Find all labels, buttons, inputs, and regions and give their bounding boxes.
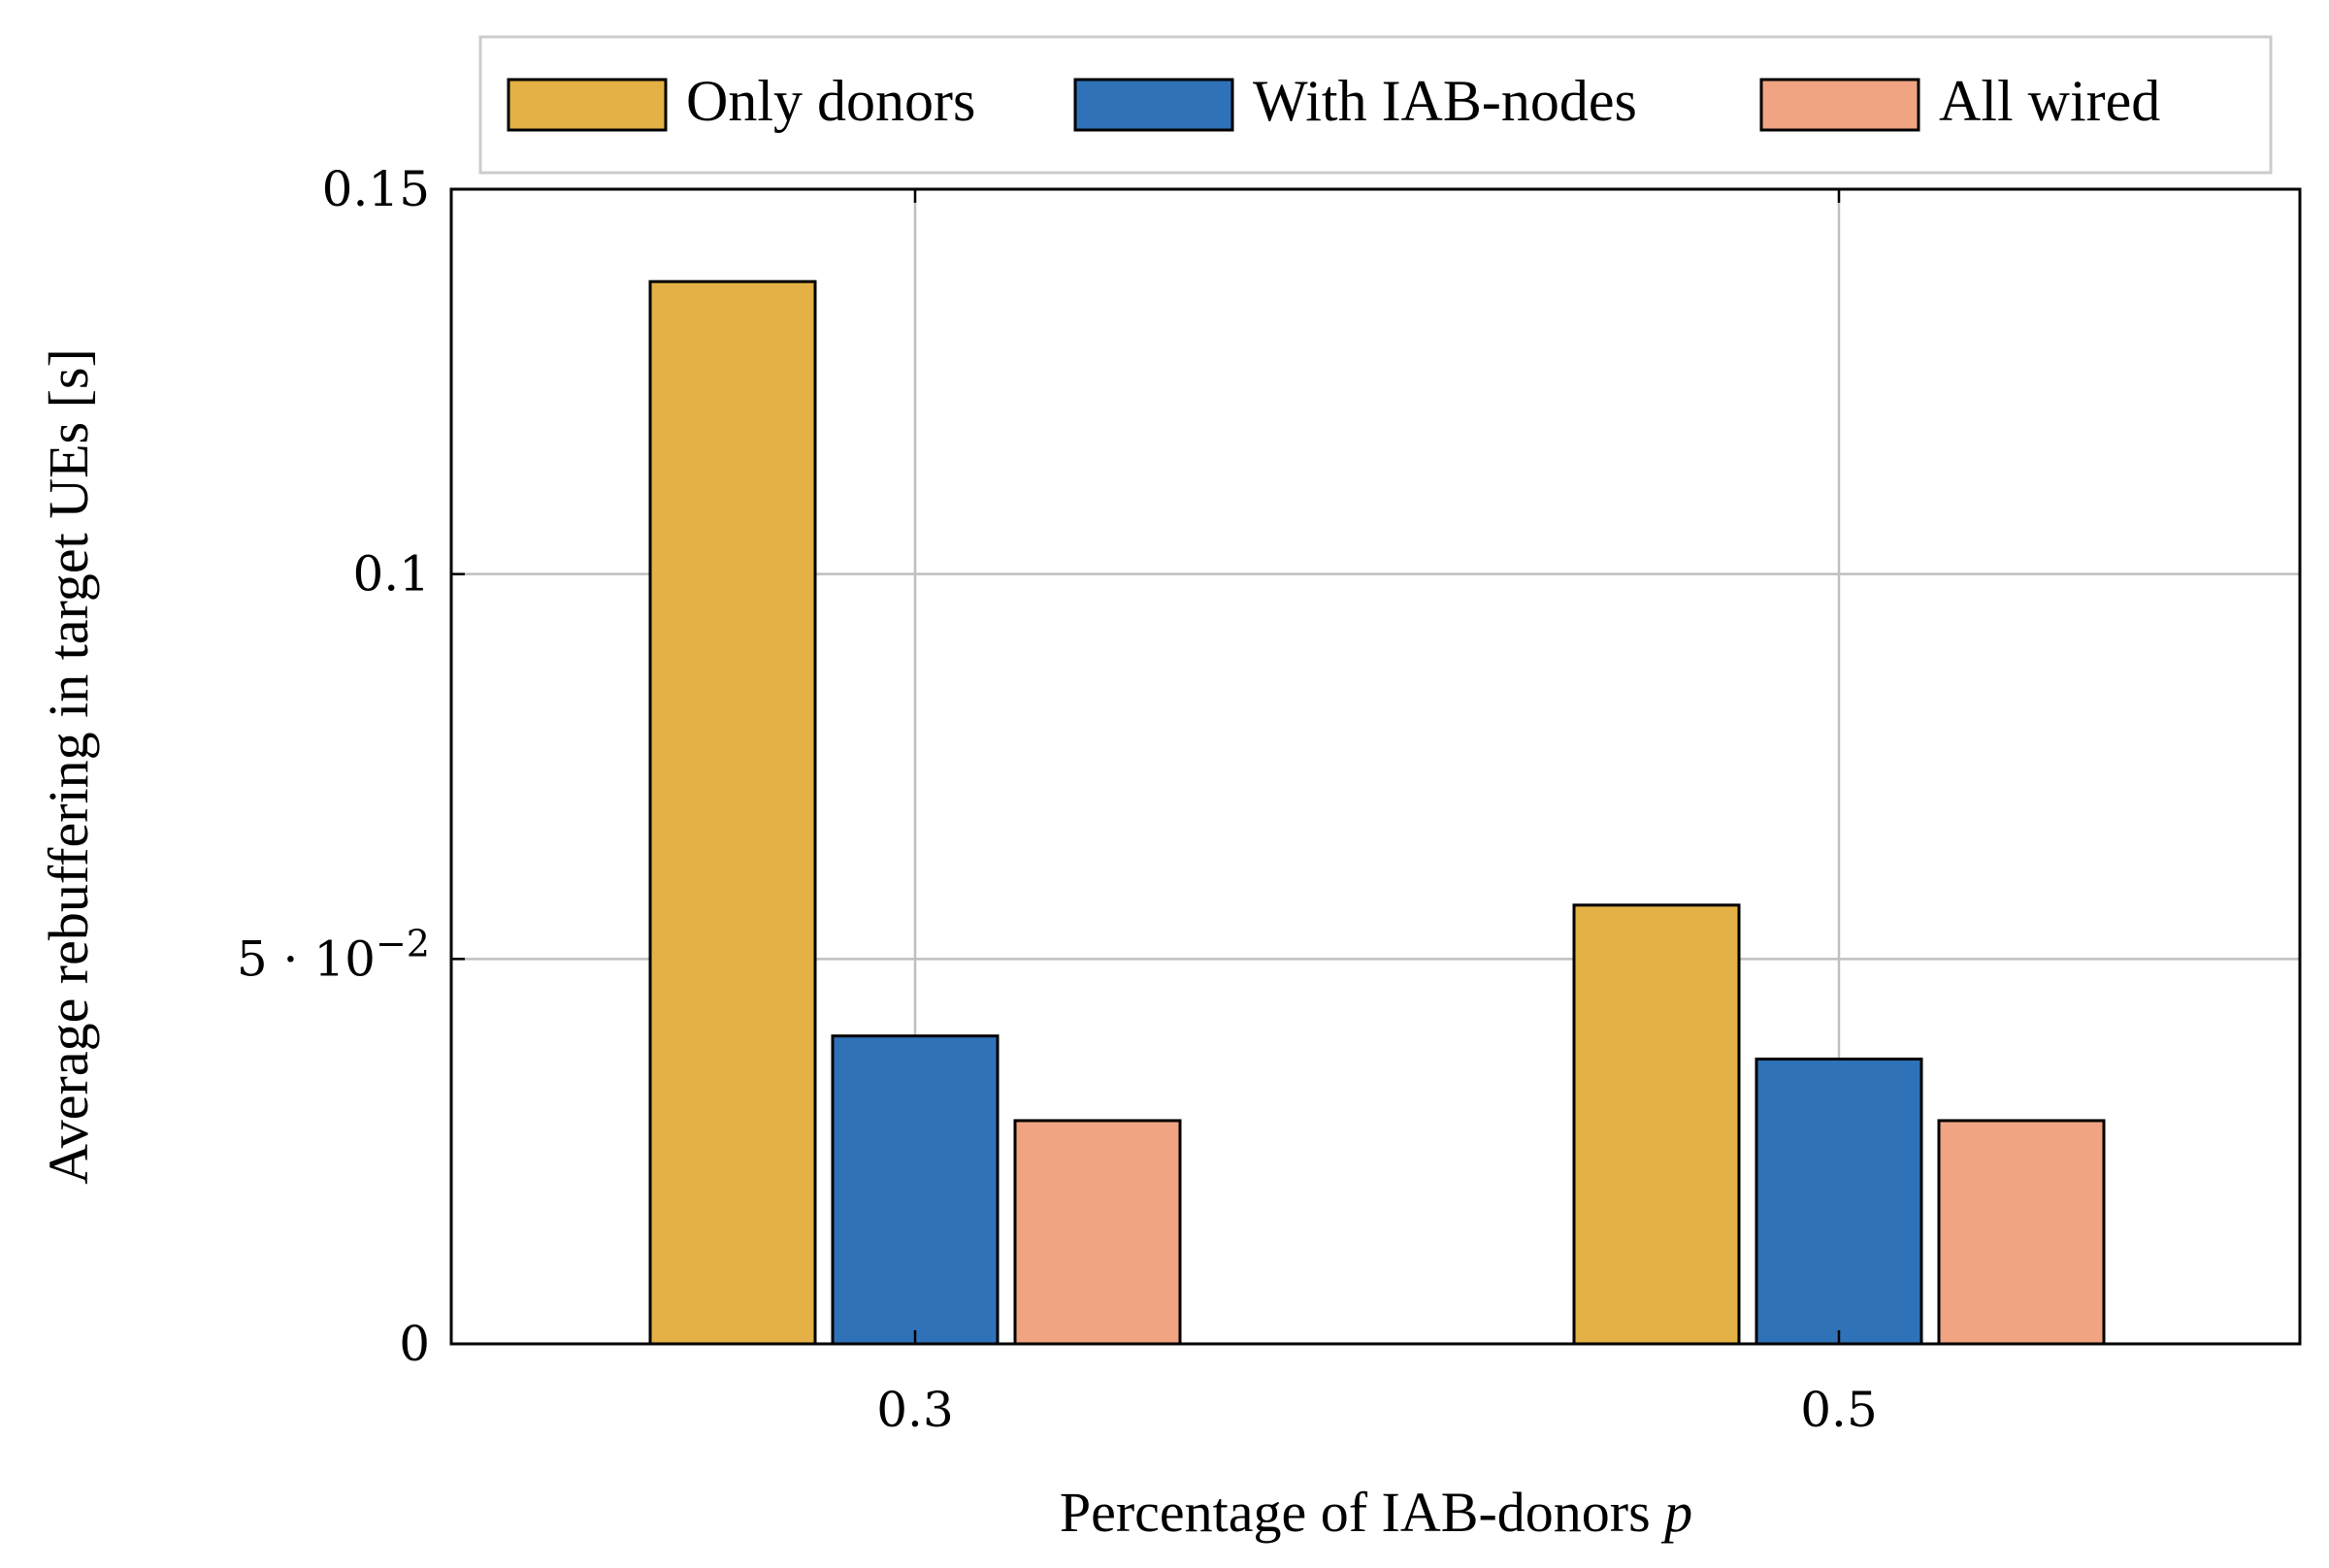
legend-box bbox=[478, 35, 2273, 175]
bar bbox=[648, 279, 817, 1346]
legend-swatch bbox=[1073, 78, 1234, 132]
y-tick-label-base: 0 bbox=[399, 1316, 430, 1372]
bars bbox=[648, 279, 2106, 1346]
legend: Only donors With IAB-nodes All wired bbox=[507, 69, 2160, 133]
legend-label: Only donors bbox=[686, 69, 975, 133]
x-tick-label: 0.3 bbox=[876, 1382, 954, 1438]
x-axis-label-variable: p bbox=[1660, 1481, 1692, 1544]
y-tick-label: 0 bbox=[399, 1316, 430, 1372]
y-tick-label: 0.1 bbox=[352, 546, 430, 603]
x-tick-label: 0.5 bbox=[1800, 1382, 1878, 1438]
legend-label: With IAB-nodes bbox=[1253, 69, 1637, 133]
y-tick-label-base: 5 · 10 bbox=[237, 931, 376, 987]
y-axis-label: Average rebuffering in target UEs [s] bbox=[37, 348, 100, 1185]
bar bbox=[1013, 1119, 1182, 1346]
y-tick-label-exponent: −2 bbox=[376, 922, 430, 964]
legend-swatch bbox=[507, 78, 668, 132]
y-tick-label-base: 0.15 bbox=[322, 161, 430, 217]
x-axis-label: Percentage of IAB-donors p bbox=[1060, 1481, 1692, 1544]
legend-label: All wired bbox=[1939, 69, 2160, 133]
y-ticks: 0 5 · 10−2 0.1 0.15 bbox=[237, 161, 465, 1372]
plot-frame bbox=[449, 187, 2302, 1346]
x-ticks: 0.3 0.5 bbox=[876, 189, 1878, 1438]
y-tick-label-base: 0.1 bbox=[352, 546, 430, 603]
y-tick-label: 5 · 10−2 bbox=[237, 922, 430, 987]
bar bbox=[1937, 1119, 2106, 1346]
x-axis-label-text: Percentage of IAB-donors bbox=[1060, 1481, 1651, 1544]
y-tick-label: 0.15 bbox=[322, 161, 430, 217]
bar bbox=[1572, 903, 1741, 1346]
bar bbox=[831, 1034, 1000, 1346]
bar bbox=[1755, 1057, 1923, 1346]
legend-swatch bbox=[1759, 78, 1920, 132]
